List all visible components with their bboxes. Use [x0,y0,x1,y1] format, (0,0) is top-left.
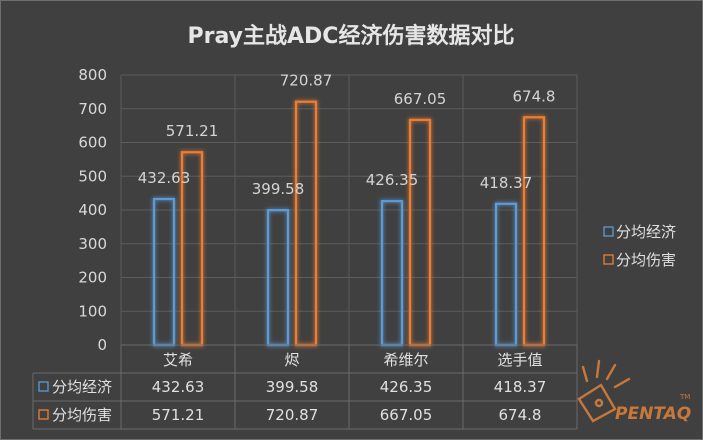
table-cell: 426.35 [380,378,433,396]
table-series-key [38,409,49,420]
pentaq-logo: PENTAQ TM [577,359,691,424]
y-tick-label: 300 [78,235,107,253]
data-labels: 432.63 399.58 426.35 418.37 571.21 720.87 667.… [138,72,556,198]
table-cell: 667.05 [380,406,433,424]
table-cell: 432.63 [152,378,205,396]
category-label: 选手值 [497,351,542,369]
y-tick-label: 200 [78,269,107,287]
bar [152,197,176,347]
pentaq-logo-text: PENTAQ [615,404,691,424]
y-tick-label: 500 [78,167,107,185]
table-cell: 399.58 [266,378,319,396]
legend-label: 分均伤害 [616,251,676,269]
bar [380,200,404,347]
data-label: 418.37 [480,174,533,192]
category-label: 希维尔 [383,351,428,369]
data-label: 426.35 [366,171,419,189]
table-series-name: 分均经济 [52,378,112,396]
category-label: 艾希 [163,351,193,369]
table-series-name: 分均伤害 [52,406,112,424]
table-cell: 720.87 [266,406,319,424]
category-label: 烬 [284,351,299,369]
data-label: 399.58 [252,180,305,198]
table-cell: 571.21 [152,406,205,424]
table-cell: 674.8 [499,406,542,424]
y-tick-label: 400 [78,201,107,219]
data-label: 674.8 [513,87,556,105]
y-tick-label: 100 [78,302,107,320]
legend-swatch [603,254,614,265]
y-tick-label: 0 [97,336,107,354]
y-tick-label: 600 [78,134,107,152]
data-label: 432.63 [138,169,191,187]
chart-title: Pray主战ADC经济伤害数据对比 [188,23,515,49]
legend-swatch [603,226,614,237]
data-label: 720.87 [280,72,333,90]
y-tick-label: 700 [78,100,107,118]
bar [494,202,518,347]
grid [120,74,578,346]
bar [294,100,318,347]
pentaq-logo-tm: TM [679,393,690,401]
legend-label: 分均经济 [616,223,676,241]
data-label: 571.21 [166,122,219,140]
table-cell: 418.37 [494,378,547,396]
table-series-key [38,381,49,392]
y-tick-label: 800 [78,66,107,84]
y-axis-ticks: 0 100 200 300 400 500 600 700 800 [78,66,107,354]
data-label: 667.05 [394,90,447,108]
